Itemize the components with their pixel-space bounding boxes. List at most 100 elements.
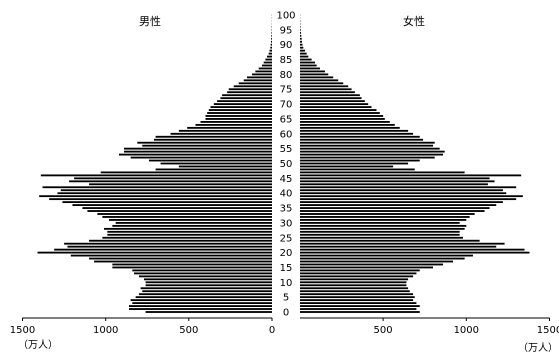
male-bar-age-36	[72, 204, 272, 206]
male-bar-age-79	[247, 76, 273, 79]
male-bar-age-72	[220, 97, 272, 100]
male-bar-age-0	[145, 311, 272, 313]
female-bar-age-40	[300, 192, 507, 195]
male-bar-age-68	[208, 109, 272, 111]
male-bar-age-69	[210, 106, 272, 108]
female-bar-age-53	[300, 153, 444, 156]
female-bar-age-2	[300, 305, 420, 307]
male-bar-age-6	[138, 293, 272, 296]
female-bar-age-51	[300, 159, 420, 162]
female-bar-age-86	[300, 55, 309, 58]
female-bar-age-46	[300, 174, 522, 177]
male-bar-age-44	[69, 180, 272, 183]
female-bar-age-62	[300, 126, 400, 129]
female-title: 女性	[403, 14, 425, 28]
female-bar-age-11	[300, 278, 409, 281]
female-bar-age-27	[300, 230, 460, 233]
male-bar-age-64	[200, 121, 272, 123]
male-bar-age-54	[123, 150, 273, 153]
male-bar-age-22	[67, 245, 272, 248]
female-bar-age-21	[300, 248, 525, 251]
female-bar-age-61	[300, 129, 409, 132]
female-bar-age-52	[300, 156, 435, 159]
female-bar-age-63	[300, 123, 395, 126]
female-bar-age-75	[300, 88, 352, 91]
female-bar-age-92	[300, 37, 302, 40]
female-bar-age-70	[300, 103, 369, 106]
female-bar-age-38	[300, 198, 517, 201]
female-bar-age-33	[300, 213, 475, 215]
male-bar-age-47	[100, 171, 273, 174]
female-bar-age-64	[300, 121, 390, 123]
female-bar-age-79	[300, 76, 334, 79]
male-bar-age-16	[112, 263, 272, 266]
male-bar-age-41	[60, 189, 272, 192]
male-bar-age-45	[74, 177, 272, 180]
male-bar-age-92	[271, 37, 272, 40]
male-bar-age-87	[268, 52, 272, 55]
male-bar-age-39	[39, 195, 273, 198]
age-label-70: 70	[280, 100, 293, 111]
male-bar-age-90	[270, 43, 272, 46]
male-bar-age-65	[205, 118, 272, 120]
female-bar-age-34	[300, 210, 485, 212]
female-bar-age-22	[300, 245, 497, 248]
male-bar-age-35	[82, 207, 272, 209]
female-bar-age-15	[300, 266, 434, 269]
male-bar-age-81	[255, 70, 272, 73]
male-bar-age-55	[123, 147, 273, 150]
female-bar-age-25	[300, 236, 463, 239]
male-bar-age-62	[187, 126, 272, 129]
age-label-5: 5	[283, 293, 289, 304]
male-bar-age-17	[94, 260, 272, 263]
male-bar-age-46	[40, 174, 273, 177]
female-bar-age-1	[300, 308, 417, 310]
age-label-20: 20	[280, 248, 293, 259]
age-label-10: 10	[280, 278, 293, 289]
female-bar-age-24	[300, 239, 480, 242]
male-bar-age-26	[107, 233, 272, 236]
male-bar-age-66	[205, 115, 272, 117]
male-bar-age-84	[263, 61, 272, 64]
age-label-100: 100	[276, 11, 295, 22]
male-bar-age-75	[228, 88, 272, 91]
male-bar-age-73	[222, 94, 272, 97]
male-bar-age-23	[64, 242, 273, 245]
male-bar-age-4	[130, 299, 272, 302]
female-bar-age-80	[300, 73, 329, 76]
age-label-65: 65	[280, 114, 293, 125]
female-bar-age-50	[300, 162, 409, 165]
male-bar-age-33	[97, 213, 272, 215]
x-tick-label-3: 0	[269, 325, 275, 336]
female-bar-age-60	[300, 132, 414, 135]
male-bar-age-18	[89, 257, 272, 260]
male-bar-age-11	[143, 278, 272, 281]
male-bar-age-77	[238, 82, 272, 85]
female-bar-age-49	[300, 165, 394, 168]
female-bar-age-84	[300, 61, 315, 64]
female-bar-age-65	[300, 118, 385, 120]
female-bar-age-76	[300, 85, 349, 88]
male-bar-age-78	[243, 79, 272, 82]
age-label-50: 50	[280, 159, 293, 170]
female-bar-age-0	[300, 311, 420, 313]
male-bar-age-88	[269, 49, 272, 52]
male-unit-label: （万人）	[18, 339, 58, 351]
male-bar-age-93	[271, 34, 272, 37]
female-bar-age-36	[300, 204, 497, 206]
age-label-90: 90	[280, 40, 293, 51]
male-bar-age-42	[42, 186, 273, 189]
male-bar-age-71	[217, 100, 272, 103]
female-bar-age-56	[300, 144, 434, 147]
female-bar-age-10	[300, 281, 407, 284]
male-bar-age-58	[153, 138, 272, 141]
male-bar-age-30	[115, 221, 273, 224]
male-bar-age-9	[145, 284, 272, 287]
female-bar-age-77	[300, 82, 344, 85]
female-bar-age-93	[300, 34, 302, 37]
female-bar-age-16	[300, 263, 444, 266]
male-bar-age-83	[262, 64, 272, 67]
male-bar-age-31	[109, 219, 272, 221]
male-bar-age-40	[57, 192, 272, 195]
